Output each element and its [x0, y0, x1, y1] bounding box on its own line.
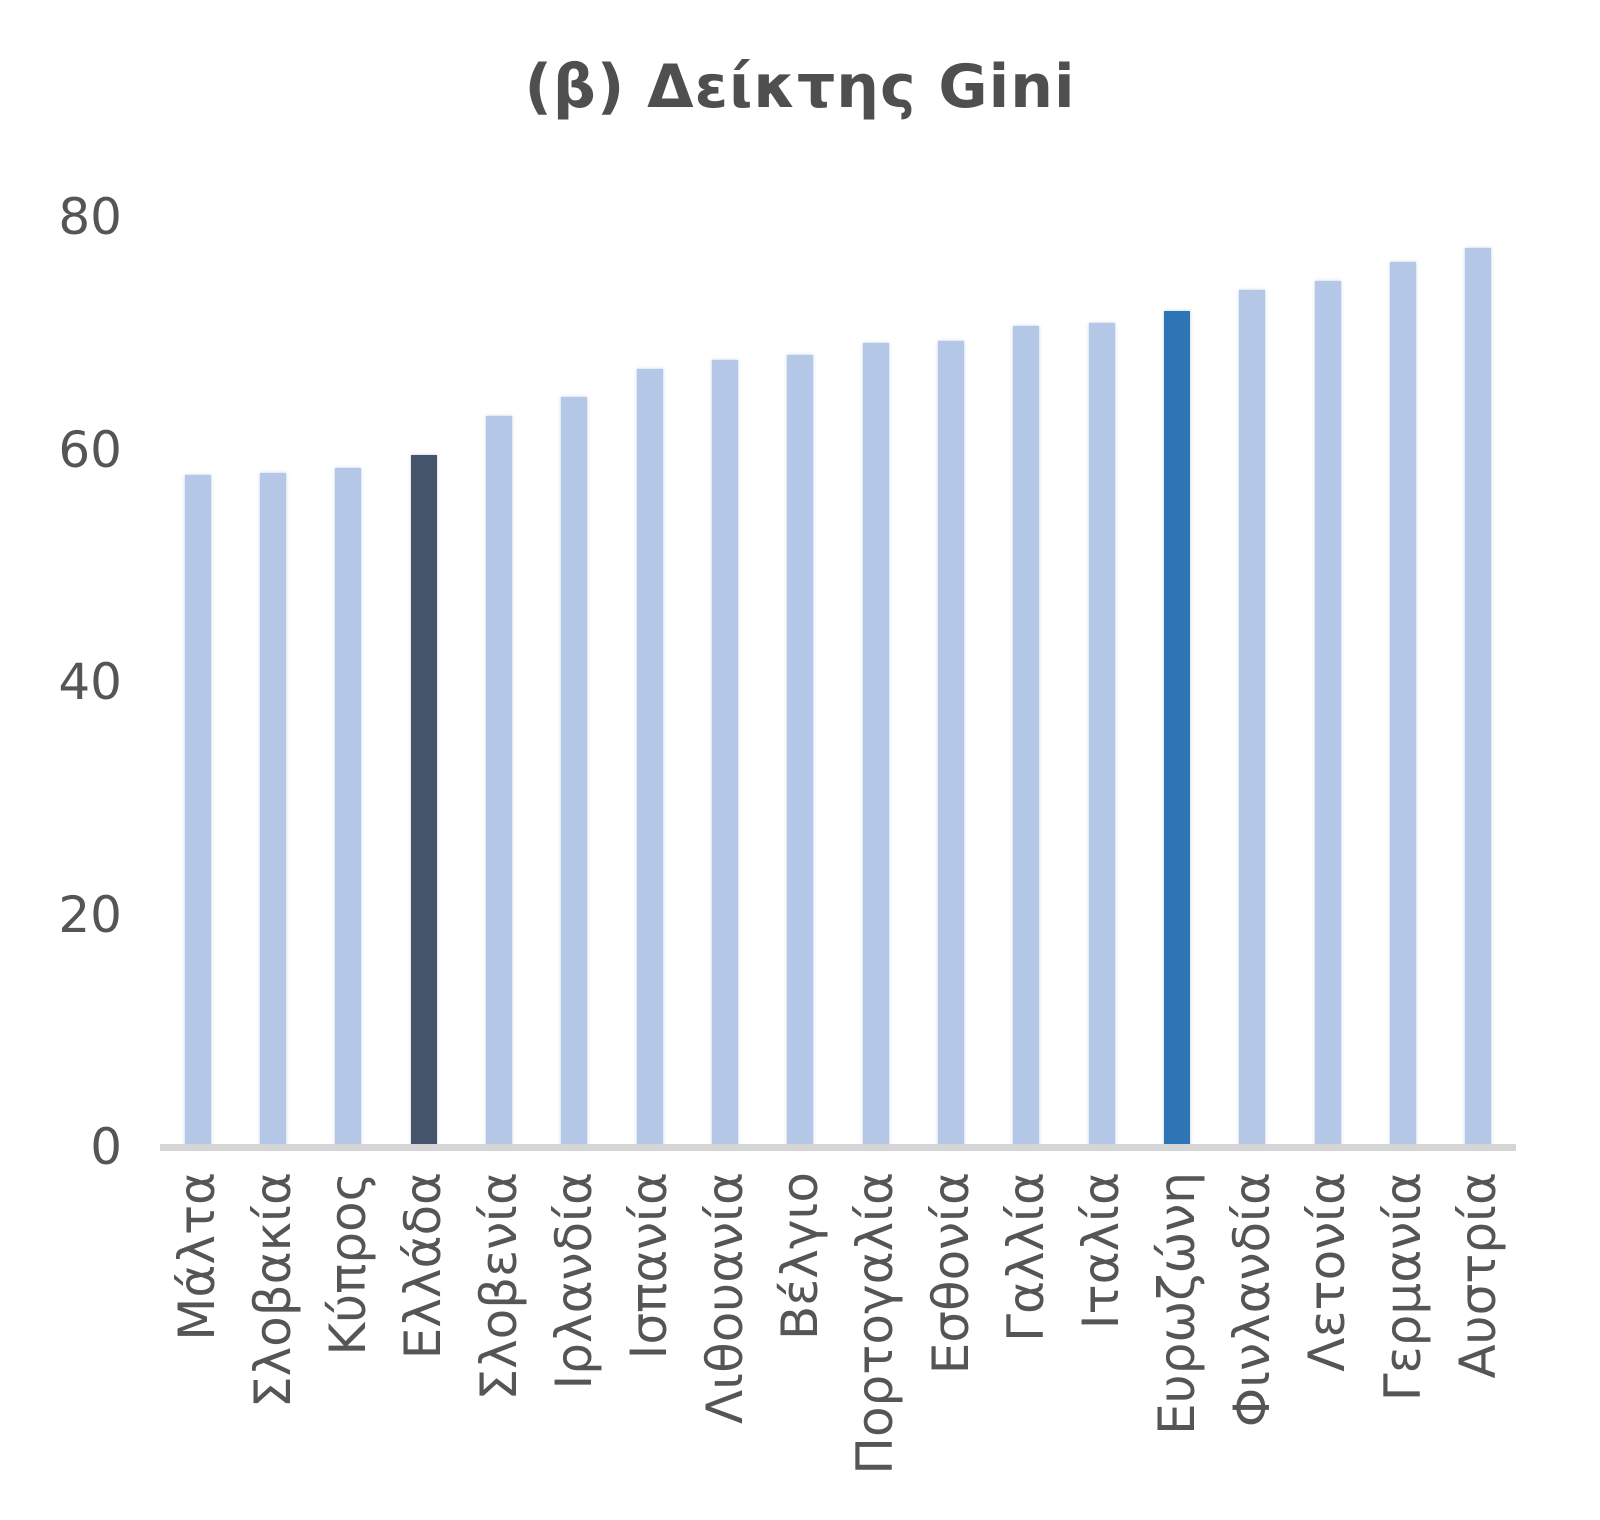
bar: [862, 342, 889, 1147]
bar-column: [1441, 217, 1516, 1147]
bar: [636, 369, 663, 1147]
bar: [1314, 280, 1341, 1147]
x-tick-label: Λετονία: [1298, 1172, 1357, 1372]
bar: [1163, 311, 1190, 1147]
x-tick-label: Γερμανία: [1373, 1172, 1432, 1402]
chart-title: (β) Δείκτης Gini: [524, 52, 1076, 122]
x-label-cell: Λετονία: [1290, 1172, 1365, 1372]
bar-column: [1290, 217, 1365, 1147]
bar: [259, 472, 286, 1147]
x-label-cell: Λιθουανία: [687, 1172, 762, 1424]
x-tick-label: Φινλανδία: [1223, 1172, 1281, 1428]
bar: [711, 360, 738, 1147]
x-tick-label: Σλοβακία: [243, 1172, 302, 1408]
x-label-cell: Ευρωζώνη: [1139, 1172, 1214, 1435]
x-label-cell: Ιρλανδία: [537, 1172, 612, 1389]
bar-column: [311, 217, 386, 1147]
bar: [937, 341, 964, 1147]
x-label-cell: Βέλγιο: [763, 1172, 838, 1340]
bar: [1389, 262, 1416, 1147]
bar-column: [763, 217, 838, 1147]
bar: [410, 455, 437, 1147]
x-tick-label: Μάλτα: [168, 1172, 227, 1341]
y-tick-label: 0: [90, 1118, 122, 1176]
x-tick-label: Γαλλία: [997, 1172, 1056, 1342]
bar-column: [1064, 217, 1139, 1147]
x-label-cell: Ισπανία: [612, 1172, 687, 1359]
bar: [1465, 248, 1492, 1147]
x-label-cell: Εσθονία: [913, 1172, 988, 1374]
bar: [335, 468, 362, 1147]
bar: [1088, 322, 1115, 1147]
x-label-cell: Ελλάδα: [386, 1172, 461, 1359]
plot-area: [160, 217, 1516, 1147]
x-label-cell: Σλοβακία: [235, 1172, 310, 1408]
bar-column: [160, 217, 235, 1147]
x-tick-label: Κύπρος: [319, 1172, 378, 1356]
x-label-cell: Γαλλία: [989, 1172, 1064, 1342]
bar: [485, 415, 512, 1147]
x-tick-label: Ευρωζώνη: [1147, 1172, 1206, 1435]
bar-column: [989, 217, 1064, 1147]
bar-column: [461, 217, 536, 1147]
x-tick-label: Ελλάδα: [394, 1172, 453, 1360]
bar-column: [1215, 217, 1290, 1147]
x-tick-label: Ισπανία: [620, 1172, 679, 1360]
x-tick-label: Σλοβενία: [469, 1172, 528, 1401]
x-axis-line: [160, 1144, 1516, 1151]
bar-column: [1365, 217, 1440, 1147]
bar-column: [687, 217, 762, 1147]
x-label-cell: Μάλτα: [160, 1172, 235, 1341]
x-tick-label: Πορτογαλία: [846, 1172, 905, 1475]
bar-column: [386, 217, 461, 1147]
y-tick-label: 20: [58, 885, 122, 944]
bar-column: [235, 217, 310, 1147]
x-label-cell: Γερμανία: [1365, 1172, 1440, 1401]
x-tick-label: Λιθουανία: [695, 1172, 754, 1425]
bar: [561, 397, 588, 1147]
bar-column: [838, 217, 913, 1147]
x-axis-labels: Μάλτα Σλοβακία Κύπρος Ελλάδα Σλοβενία Ιρλανδί…: [160, 1172, 1516, 1518]
bar: [1239, 290, 1266, 1147]
bar: [184, 475, 211, 1147]
bar-column: [913, 217, 988, 1147]
y-tick-label: 40: [58, 653, 122, 711]
x-label-cell: Αυστρία: [1441, 1172, 1516, 1379]
y-tick-label: 60: [58, 420, 122, 479]
x-label-cell: Φινλανδία: [1215, 1172, 1290, 1427]
bar-column: [1139, 217, 1214, 1147]
x-tick-label: Ιρλανδία: [545, 1172, 604, 1390]
x-tick-label: Βέλγιο: [771, 1172, 830, 1341]
bar-column: [612, 217, 687, 1147]
x-label-cell: Πορτογαλία: [838, 1172, 913, 1475]
x-label-cell: Κύπρος: [311, 1172, 386, 1356]
bar: [1013, 326, 1040, 1147]
bar-column: [537, 217, 612, 1147]
x-tick-label: Ιταλία: [1072, 1172, 1131, 1330]
x-label-cell: Ιταλία: [1064, 1172, 1139, 1329]
bar: [787, 355, 814, 1147]
x-tick-label: Αυστρία: [1448, 1172, 1507, 1379]
y-tick-label: 80: [58, 188, 122, 246]
x-label-cell: Σλοβενία: [461, 1172, 536, 1401]
x-tick-label: Εσθονία: [921, 1172, 980, 1375]
